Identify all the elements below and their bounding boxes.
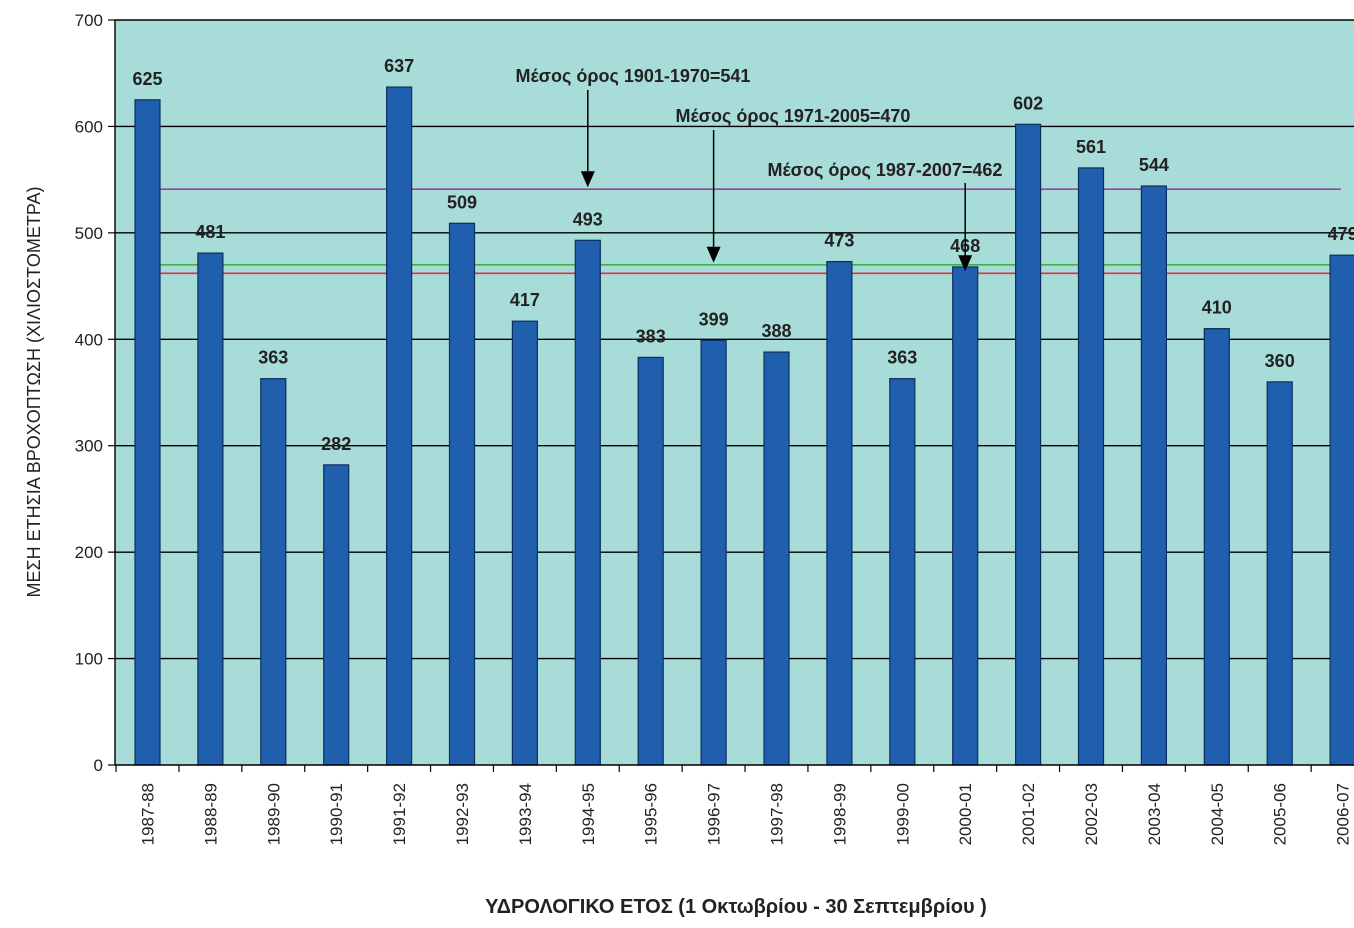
bar (387, 87, 412, 765)
x-tick-label: 1989-90 (264, 783, 283, 845)
data-label: 637 (384, 56, 414, 76)
x-tick-label: 1988-89 (201, 783, 220, 845)
bar (953, 267, 978, 765)
data-label: 479 (1328, 224, 1354, 244)
x-tick-label: 2001-02 (1019, 783, 1038, 845)
reference-line-annotation: Μέσος όρος 1901-1970=541 (516, 66, 751, 86)
data-label: 410 (1202, 298, 1232, 318)
x-tick-label: 1987-88 (139, 783, 158, 845)
bar (701, 340, 726, 765)
data-label: 388 (761, 321, 791, 341)
x-tick-label: 1991-92 (390, 783, 409, 845)
bar (1204, 329, 1229, 765)
x-tick-label: 1998-99 (830, 783, 849, 845)
y-tick-label: 100 (75, 650, 103, 669)
x-tick-label: 1996-97 (705, 783, 724, 845)
bar (1141, 186, 1166, 765)
y-tick-label: 700 (75, 11, 103, 30)
y-tick-label: 300 (75, 437, 103, 456)
data-label: 561 (1076, 137, 1106, 157)
x-tick-label: 2003-04 (1145, 783, 1164, 845)
data-label: 509 (447, 192, 477, 212)
x-tick-label: 2000-01 (956, 783, 975, 845)
data-label: 282 (321, 434, 351, 454)
x-tick-label: 1992-93 (453, 783, 472, 845)
x-tick-label: 2002-03 (1082, 783, 1101, 845)
x-tick-label: 2004-05 (1208, 783, 1227, 845)
data-label: 493 (573, 209, 603, 229)
y-axis-title: ΜΕΣΗ ΕΤΗΣΙΑ ΒΡΟΧΟΠΤΩΣΗ (ΧΙΛΙΟΣΤΟΜΕΤΡΑ) (24, 186, 44, 597)
reference-line-annotation: Μέσος όρος 1987-2007=462 (768, 160, 1003, 180)
data-label: 602 (1013, 93, 1043, 113)
data-label: 417 (510, 290, 540, 310)
data-label: 399 (699, 309, 729, 329)
bar (198, 253, 223, 765)
bar (764, 352, 789, 765)
data-label: 481 (195, 222, 225, 242)
y-tick-label: 200 (75, 543, 103, 562)
bar (638, 357, 663, 765)
bar (827, 262, 852, 765)
plot-area (115, 20, 1354, 765)
x-tick-label: 1999-00 (893, 783, 912, 845)
bar (1267, 382, 1292, 765)
bar (512, 321, 537, 765)
bar (450, 223, 475, 765)
data-label: 544 (1139, 155, 1169, 175)
y-tick-label: 600 (75, 117, 103, 136)
x-tick-label: 2006-07 (1334, 783, 1353, 845)
data-label: 473 (824, 231, 854, 251)
bar (1079, 168, 1104, 765)
bar (324, 465, 349, 765)
x-tick-label: 1995-96 (642, 783, 661, 845)
bar (575, 240, 600, 765)
bar (261, 379, 286, 765)
x-tick-label: 1994-95 (579, 783, 598, 845)
y-tick-label: 0 (94, 756, 103, 775)
data-label: 363 (258, 348, 288, 368)
data-label: 625 (132, 69, 162, 89)
bar (135, 100, 160, 765)
x-axis-title: ΥΔΡΟΛΟΓΙΚΟ ΕΤΟΣ (1 Οκτωβρίου - 30 Σεπτεμ… (485, 896, 987, 918)
bar (1330, 255, 1354, 765)
data-label: 383 (636, 326, 666, 346)
data-label: 360 (1265, 351, 1295, 371)
bar (890, 379, 915, 765)
x-tick-label: 1993-94 (516, 783, 535, 845)
x-tick-label: 1997-98 (768, 783, 787, 845)
x-tick-label: 1990-91 (327, 783, 346, 845)
data-label: 363 (887, 348, 917, 368)
x-tick-label: 2005-06 (1271, 783, 1290, 845)
y-tick-label: 400 (75, 330, 103, 349)
bar (1016, 124, 1041, 765)
y-tick-label: 500 (75, 224, 103, 243)
reference-line-annotation: Μέσος όρος 1971-2005=470 (676, 106, 911, 126)
